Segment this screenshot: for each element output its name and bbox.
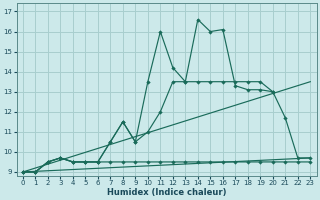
X-axis label: Humidex (Indice chaleur): Humidex (Indice chaleur) xyxy=(107,188,226,197)
